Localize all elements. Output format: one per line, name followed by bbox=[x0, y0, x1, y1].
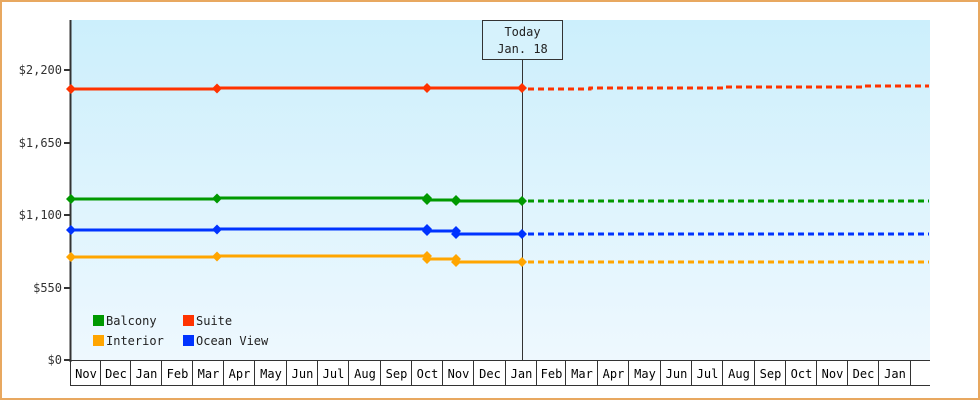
month-label: Mar bbox=[571, 367, 593, 381]
history-line bbox=[71, 86, 522, 91]
month-label: Jan bbox=[884, 367, 906, 381]
legend-swatch bbox=[183, 335, 194, 346]
legend-label: Interior bbox=[106, 334, 164, 348]
legend-swatch bbox=[183, 315, 194, 326]
month-label: Feb bbox=[167, 367, 189, 381]
month-label: Jun bbox=[666, 367, 688, 381]
data-point-marker[interactable] bbox=[517, 229, 527, 239]
forecast-line bbox=[528, 84, 929, 91]
data-point-marker[interactable] bbox=[212, 251, 222, 262]
y-axis: $0 $550 $1,100 $1,650 $2,200 bbox=[19, 20, 72, 367]
month-label: Dec bbox=[105, 367, 127, 381]
y-tick-label: $1,100 bbox=[19, 208, 62, 222]
month-label: Apr bbox=[229, 367, 251, 381]
month-label: May bbox=[634, 367, 656, 381]
y-tick-label: $2,200 bbox=[19, 63, 62, 77]
legend-label: Balcony bbox=[106, 314, 157, 328]
month-label: Aug bbox=[728, 367, 750, 381]
data-point-marker[interactable] bbox=[212, 193, 222, 204]
month-label: Jul bbox=[697, 367, 719, 381]
month-label: Jan bbox=[136, 367, 158, 381]
data-point-marker[interactable] bbox=[66, 252, 76, 262]
month-label: Nov bbox=[75, 367, 97, 381]
data-point-marker[interactable] bbox=[66, 194, 76, 204]
month-label: Oct bbox=[791, 367, 813, 381]
legend-swatch bbox=[93, 315, 104, 326]
data-point-marker[interactable] bbox=[66, 225, 76, 235]
data-point-marker[interactable] bbox=[422, 226, 432, 236]
data-point-marker[interactable] bbox=[451, 257, 461, 267]
legend: Balcony Suite Interior Ocean View bbox=[93, 314, 269, 348]
month-label: Jan bbox=[511, 367, 533, 381]
month-label: Jul bbox=[323, 367, 345, 381]
y-tick-label: $0 bbox=[48, 353, 62, 367]
data-point-marker[interactable] bbox=[517, 83, 527, 93]
month-label: Nov bbox=[448, 367, 470, 381]
today-label: Today bbox=[504, 25, 540, 39]
month-label: May bbox=[260, 367, 282, 381]
month-label: Oct bbox=[417, 367, 439, 381]
data-point-marker[interactable] bbox=[66, 84, 76, 94]
month-label: Jun bbox=[292, 367, 314, 381]
legend-label: Ocean View bbox=[196, 334, 269, 348]
series-lines bbox=[66, 83, 929, 267]
month-label: Aug bbox=[354, 367, 376, 381]
month-label: Mar bbox=[198, 367, 220, 381]
data-point-marker[interactable] bbox=[451, 229, 461, 239]
month-label: Apr bbox=[603, 367, 625, 381]
y-tick-label: $550 bbox=[33, 281, 62, 295]
data-point-marker[interactable] bbox=[422, 254, 432, 264]
legend-swatch bbox=[93, 335, 104, 346]
month-label: Feb bbox=[541, 367, 563, 381]
month-label: Dec bbox=[853, 367, 875, 381]
data-point-marker[interactable] bbox=[517, 196, 527, 206]
data-point-marker[interactable] bbox=[422, 195, 432, 205]
data-point-marker[interactable] bbox=[212, 83, 222, 94]
today-date: Jan. 18 bbox=[497, 42, 548, 56]
month-label: Sep bbox=[386, 367, 408, 381]
month-label: Sep bbox=[760, 367, 782, 381]
plot-area bbox=[71, 20, 930, 360]
legend-label: Suite bbox=[196, 314, 232, 328]
data-point-marker[interactable] bbox=[517, 257, 527, 267]
data-point-marker[interactable] bbox=[451, 196, 461, 206]
y-tick-label: $1,650 bbox=[19, 136, 62, 150]
today-box bbox=[482, 20, 563, 60]
today-marker: Today Jan. 18 bbox=[482, 20, 563, 360]
month-label: Nov bbox=[822, 367, 844, 381]
data-point-marker[interactable] bbox=[422, 83, 432, 93]
month-label: Dec bbox=[479, 367, 501, 381]
data-point-marker[interactable] bbox=[212, 224, 222, 235]
x-axis-months: Nov Dec Jan Feb Mar Apr May Jun Jul Aug Sep Oct Nov D… bbox=[70, 360, 930, 386]
